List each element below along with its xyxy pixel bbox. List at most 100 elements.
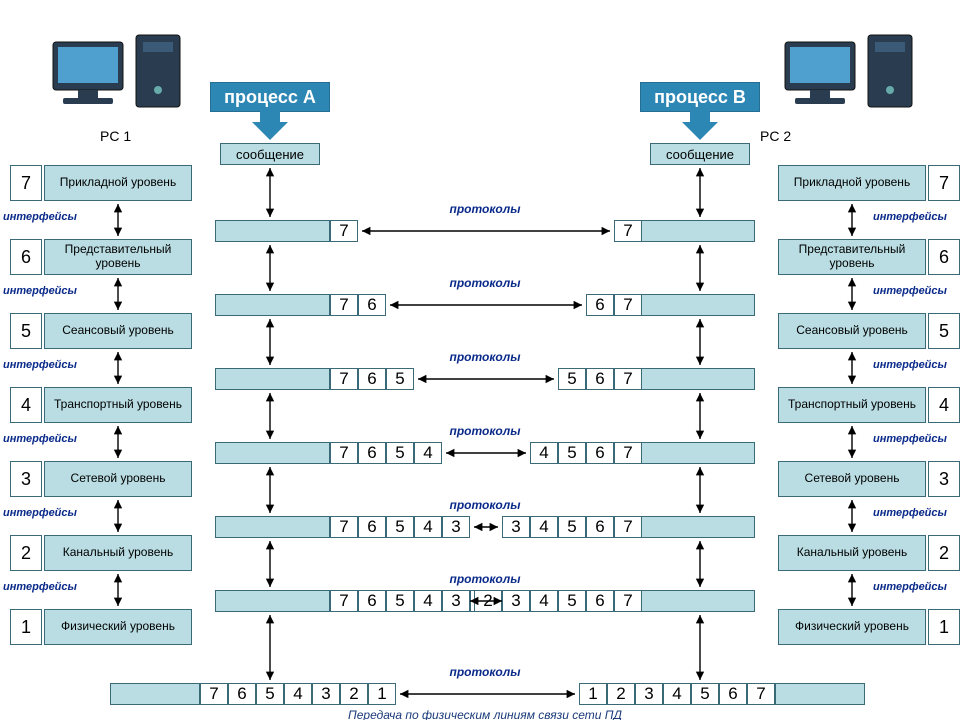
pdu-left-3-0: 7 [330,442,358,464]
pdu-left-3-1: 6 [358,442,386,464]
iface-right-0: интерфейсы [873,211,947,223]
pdu-right-3-3: 7 [614,442,642,464]
pdu-right-2-2: 7 [614,368,642,390]
bottom-right-5: 6 [719,683,747,705]
iface-left-3: интерфейсы [3,433,77,445]
iface-left-2: интерфейсы [3,359,77,371]
iface-right-1: интерфейсы [873,285,947,297]
proto-label-3: протоколы [435,424,535,438]
process-b-banner: процесс В [640,82,760,112]
layer-num-left-6: 6 [10,239,42,275]
pdu-left-5-4: 3 [442,590,470,612]
layer-num-right-3: 3 [928,461,960,497]
bottom-left-5: 2 [340,683,368,705]
pdu-bar-right-0 [640,220,755,242]
pc-left-label: PC 1 [100,128,131,144]
pdu-bar-left-3 [215,442,330,464]
bottom-right-2: 3 [635,683,663,705]
iface-right-2: интерфейсы [873,359,947,371]
iface-left-4: интерфейсы [3,507,77,519]
layer-num-left-5: 5 [10,313,42,349]
pc-left-icon [48,30,198,120]
pdu-left-5-1: 6 [358,590,386,612]
bottom-left-3: 4 [284,683,312,705]
pdu-bar-left-1 [215,294,330,316]
pdu-left-3-2: 5 [386,442,414,464]
pdu-left-4-3: 4 [414,516,442,538]
layer-num-left-2: 2 [10,535,42,571]
bottom-left-1: 6 [228,683,256,705]
pdu-bar-left-4 [215,516,330,538]
pdu-right-5-4: 6 [586,590,614,612]
pdu-left-1-0: 7 [330,294,358,316]
bottom-left-2: 5 [256,683,284,705]
proto-label-0: протоколы [435,202,535,216]
bottom-left-6: 1 [368,683,396,705]
pdu-right-4-4: 7 [614,516,642,538]
osi-diagram: PC 1 PC 2 процесс А процесс В сообщение сообщ… [0,0,960,720]
pdu-right-2-0: 5 [558,368,586,390]
pdu-right-3-0: 4 [530,442,558,464]
bottom-right-3: 4 [663,683,691,705]
iface-right-3: интерфейсы [873,433,947,445]
layer-num-right-5: 5 [928,313,960,349]
pdu-right-1-1: 7 [614,294,642,316]
process-a-banner: процесс А [210,82,330,112]
layer-left-4: Транспортный уровень [44,387,192,423]
iface-right-4: интерфейсы [873,507,947,519]
layer-left-1: Физический уровень [44,609,192,645]
layer-num-left-1: 1 [10,609,42,645]
layer-num-right-4: 4 [928,387,960,423]
pdu-right-5-3: 5 [558,590,586,612]
pdu-bar-left-0 [215,220,330,242]
layer-right-2: Канальный уровень [778,535,926,571]
layer-left-7: Прикладной уровень [44,165,192,201]
pdu-bar-left-2 [215,368,330,390]
pdu-right-2-1: 6 [586,368,614,390]
proto-label-1: протоколы [435,276,535,290]
pdu-bar-right-1 [640,294,755,316]
pdu-bar-left-5 [215,590,330,612]
layer-num-right-7: 7 [928,165,960,201]
pdu-right-4-0: 3 [502,516,530,538]
proto-label-4: протоколы [435,498,535,512]
pdu-left-4-1: 6 [358,516,386,538]
bottom-right-1: 2 [607,683,635,705]
pdu-left-3-3: 4 [414,442,442,464]
pc-right-label: PC 2 [760,128,791,144]
pdu-bar-right-3 [640,442,755,464]
bottom-left-0: 7 [200,683,228,705]
msg-box-left: сообщение [220,143,320,165]
pdu-left-4-4: 3 [442,516,470,538]
pdu-right-5-0: 2 [474,590,502,612]
layer-right-5: Сеансовый уровень [778,313,926,349]
pdu-left-0-0: 7 [330,220,358,242]
pdu-bar-right-2 [640,368,755,390]
pdu-left-4-2: 5 [386,516,414,538]
bottom-bar-left [110,683,200,705]
proto-label-2: протоколы [435,350,535,364]
bottom-left-4: 3 [312,683,340,705]
layer-right-3: Сетевой уровень [778,461,926,497]
pdu-right-3-2: 6 [586,442,614,464]
bottom-right-0: 1 [579,683,607,705]
layer-left-5: Сеансовый уровень [44,313,192,349]
pdu-left-5-0: 7 [330,590,358,612]
layer-left-6: Представительный уровень [44,239,192,275]
pdu-bar-right-5 [640,590,755,612]
pdu-left-1-1: 6 [358,294,386,316]
process-b-arrow [682,122,718,140]
bottom-bar-right [775,683,865,705]
pdu-left-5-3: 4 [414,590,442,612]
pdu-right-5-2: 4 [530,590,558,612]
pdu-right-4-2: 5 [558,516,586,538]
pdu-right-0-0: 7 [614,220,642,242]
pdu-right-5-5: 7 [614,590,642,612]
layer-left-3: Сетевой уровень [44,461,192,497]
msg-box-right: сообщение [650,143,750,165]
layer-num-left-4: 4 [10,387,42,423]
bottom-right-4: 5 [691,683,719,705]
layer-num-left-7: 7 [10,165,42,201]
pdu-right-3-1: 5 [558,442,586,464]
layer-right-7: Прикладной уровень [778,165,926,201]
